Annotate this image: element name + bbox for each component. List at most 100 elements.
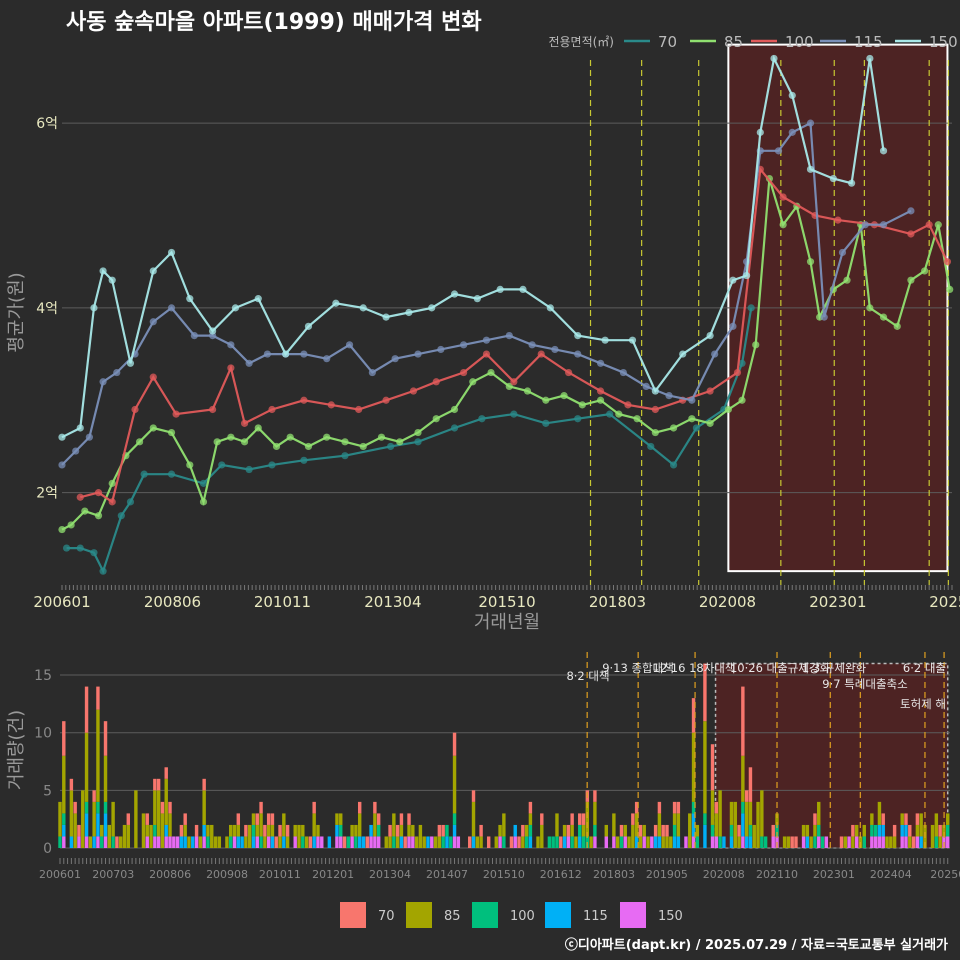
data-point-85 (213, 438, 221, 446)
data-point-85 (108, 479, 116, 487)
bar-segment-85 (339, 813, 343, 825)
bar-segment-115 (513, 824, 517, 837)
data-point-85 (94, 512, 103, 520)
data-point-70 (647, 442, 655, 451)
data-point-150 (382, 313, 390, 321)
bar-segment-100 (578, 824, 582, 837)
bar-segment-150 (877, 836, 882, 848)
policy-annotation: 6·2 대출 (903, 661, 946, 675)
legend-label-150: 150 (658, 909, 683, 924)
y-axis-title: 평균가(원) (6, 272, 27, 352)
bar-segment-85 (885, 836, 889, 848)
bar-segment-70 (403, 836, 407, 848)
bar-segment-85 (915, 824, 920, 837)
bar-segment-150 (604, 836, 608, 848)
data-point-150 (866, 54, 874, 63)
data-point-85 (752, 341, 760, 349)
bar-segment-85 (73, 813, 77, 848)
bar-segment-100 (820, 836, 825, 848)
bar-segment-100 (710, 824, 715, 837)
bar-segment-100 (547, 836, 552, 848)
bar-segment-85 (92, 801, 96, 837)
bar-segment-70 (794, 836, 798, 848)
data-point-115 (505, 331, 513, 340)
bar-segment-85 (661, 836, 665, 848)
bar-segment-115 (357, 836, 362, 848)
bar-segment-85 (251, 813, 256, 825)
bar-segment-85 (100, 824, 104, 837)
legend-label-70: 70 (378, 909, 395, 924)
data-point-70 (414, 438, 422, 446)
data-point-100 (149, 373, 157, 381)
bar-segment-85 (805, 824, 810, 837)
bar-segment-85 (638, 836, 643, 848)
bar-segment-150 (623, 836, 627, 848)
data-point-85 (934, 221, 942, 229)
bar-segment-150 (801, 836, 806, 848)
data-point-115 (665, 392, 673, 400)
bar-segment-70 (259, 801, 263, 814)
bar-segment-85 (634, 813, 639, 837)
data-point-115 (711, 350, 719, 358)
bar-segment-115 (741, 813, 745, 837)
data-point-150 (58, 433, 66, 441)
bar-segment-100 (392, 836, 396, 848)
bar-segment-115 (672, 836, 677, 848)
data-point-100 (834, 216, 842, 224)
data-point-150 (167, 248, 176, 257)
x-tick-label: 201905 (646, 868, 688, 881)
bar-segment-150 (642, 836, 646, 848)
data-point-115 (263, 350, 271, 358)
data-point-85 (323, 433, 331, 441)
bar-segment-85 (471, 801, 476, 837)
bar-segment-85 (202, 790, 206, 825)
legend-label-85: 85 (724, 33, 743, 51)
data-point-85 (240, 438, 249, 446)
data-point-150 (254, 295, 262, 303)
data-point-70 (167, 470, 176, 478)
bar-segment-85 (744, 801, 749, 837)
data-point-150 (473, 295, 481, 303)
bar-segment-85 (395, 836, 400, 848)
bar-segment-100 (441, 836, 445, 848)
bar-segment-85 (422, 836, 426, 848)
data-point-150 (209, 327, 217, 335)
bar-segment-115 (191, 836, 195, 848)
bar-segment-70 (441, 824, 445, 837)
bar-segment-100 (346, 836, 351, 848)
bar-segment-70 (521, 824, 525, 837)
data-point-85 (879, 313, 888, 321)
data-point-85 (186, 461, 194, 469)
bar-segment-70 (908, 824, 912, 837)
bar-segment-85 (407, 824, 411, 837)
data-point-85 (866, 304, 874, 312)
data-point-115 (245, 359, 253, 367)
bar-segment-100 (96, 801, 100, 814)
data-point-150 (282, 350, 290, 358)
bar-segment-85 (657, 813, 662, 837)
data-point-115 (688, 396, 696, 404)
bar-segment-85 (236, 824, 241, 837)
bar-segment-85 (710, 790, 715, 825)
bar-segment-70 (619, 824, 624, 837)
data-point-115 (99, 378, 107, 386)
bar-segment-115 (900, 824, 904, 837)
data-point-100 (355, 405, 363, 414)
bar-segment-150 (255, 836, 259, 848)
bar-segment-100 (449, 836, 453, 848)
data-point-150 (496, 285, 504, 294)
bar-segment-70 (255, 813, 259, 825)
bar-segment-70 (407, 813, 411, 825)
bar-segment-85 (817, 801, 821, 825)
bar-segment-70 (145, 813, 149, 825)
bar-segment-70 (388, 824, 392, 837)
bar-segment-150 (96, 836, 100, 848)
data-point-100 (240, 419, 249, 427)
bar-segment-115 (92, 836, 96, 848)
data-point-85 (578, 401, 586, 409)
bar-segment-150 (881, 836, 885, 848)
bar-segment-70 (657, 801, 662, 814)
bar-segment-150 (612, 836, 616, 848)
bar-segment-85 (153, 790, 157, 825)
bar-segment-85 (562, 824, 567, 837)
